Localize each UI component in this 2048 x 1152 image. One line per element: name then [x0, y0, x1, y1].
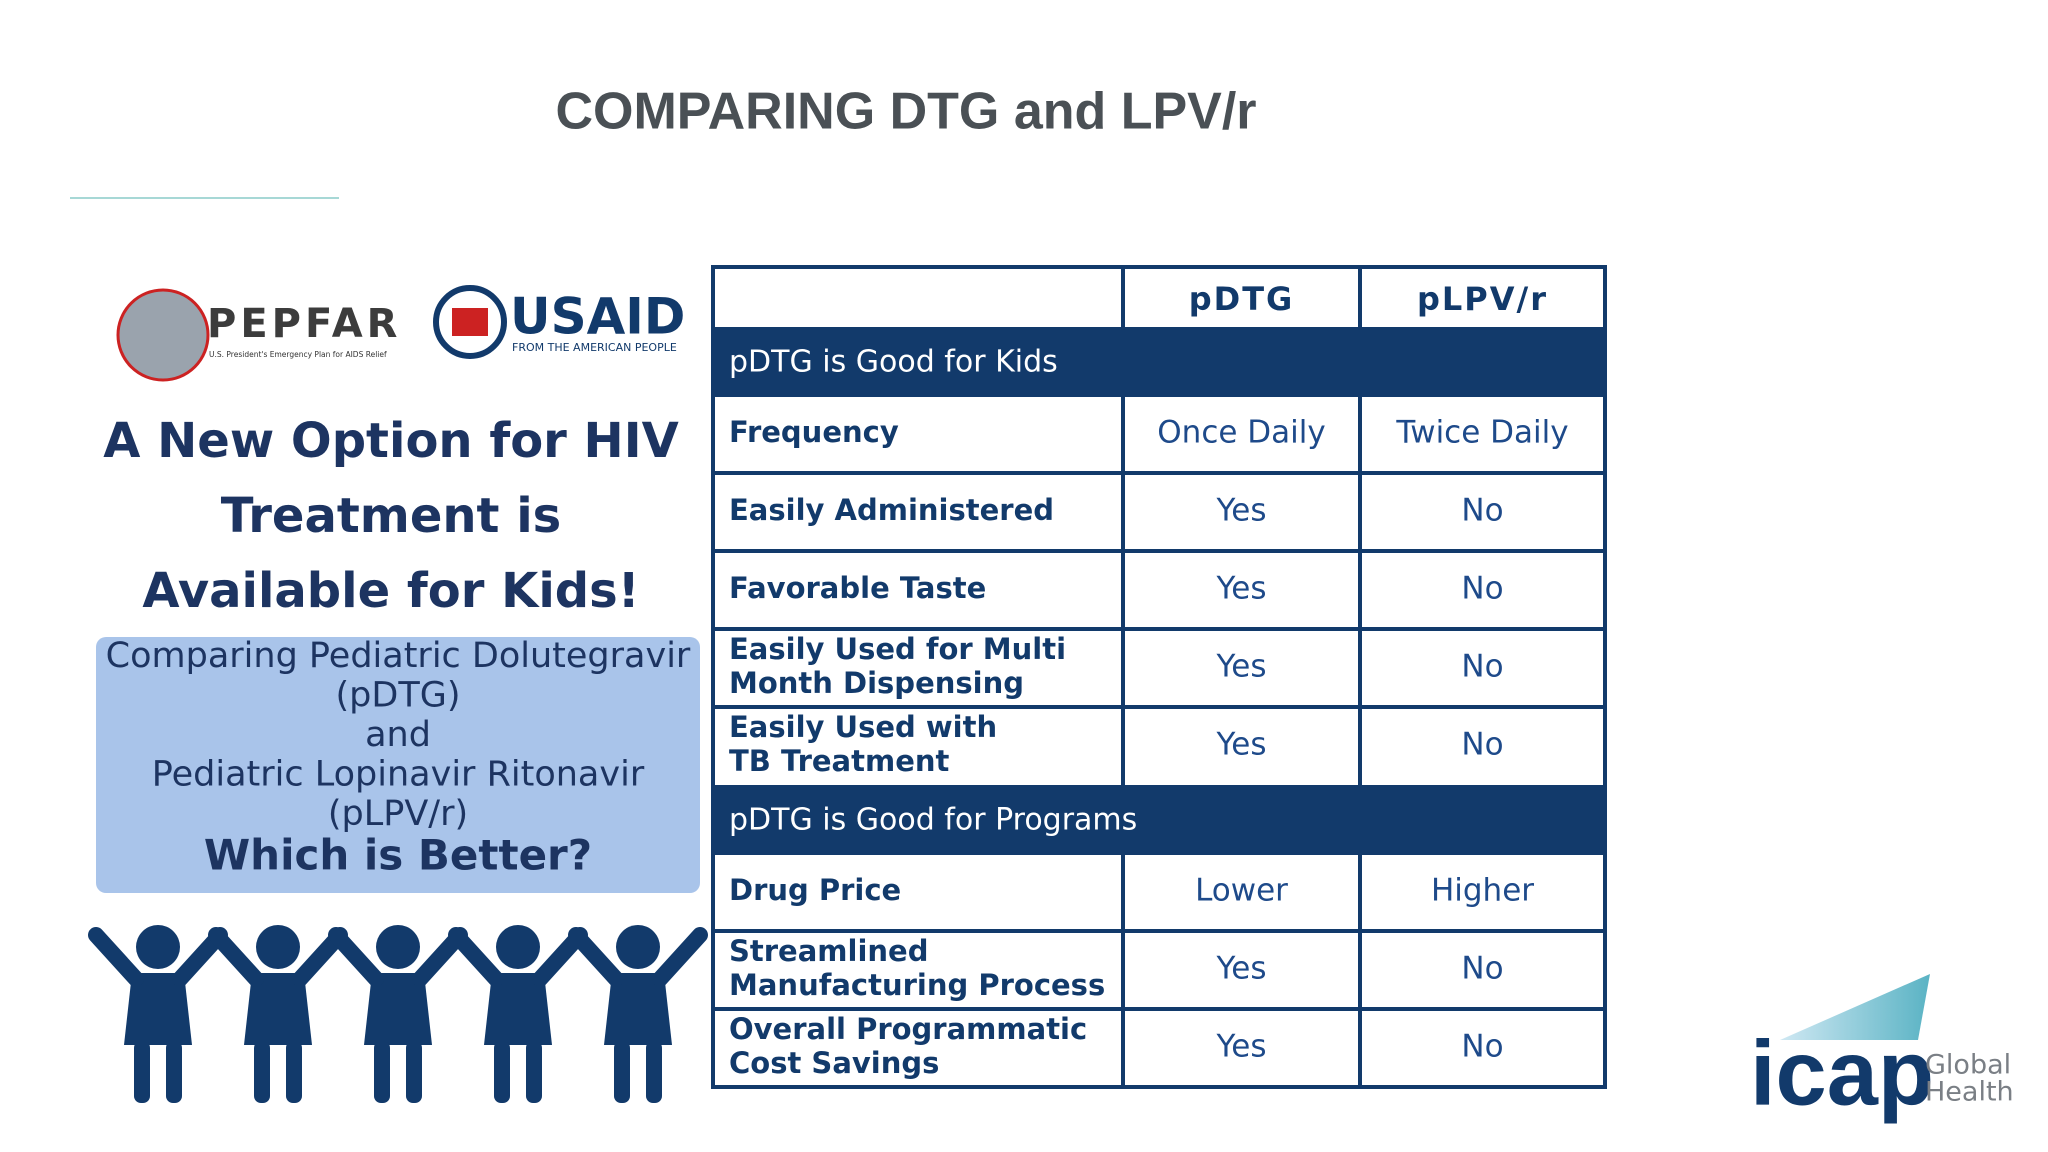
section-title: pDTG is Good for Kids: [729, 345, 1058, 380]
box-line: and: [365, 715, 431, 755]
cell-value: Yes: [1215, 649, 1266, 685]
cell-value: Lower: [1195, 873, 1288, 909]
kids-illustration: [96, 925, 700, 1103]
headline: A New Option for HIV Treatment is Availabl…: [103, 413, 678, 619]
row-label: Drug Price: [729, 873, 901, 907]
icap-logo: icap Global Health: [1750, 974, 2014, 1124]
pepfar-logo: PEPFAR U.S. President's Emergency Plan f…: [116, 288, 401, 382]
question-box: [96, 637, 700, 893]
table-row: [713, 395, 1605, 473]
section-title: pDTG is Good for Programs: [729, 803, 1137, 838]
cell-value: Twice Daily: [1395, 415, 1568, 451]
cell-value: Once Daily: [1157, 415, 1325, 451]
icap-wordmark: icap: [1750, 1022, 1934, 1124]
header-row: [713, 267, 1605, 327]
table-row: [713, 931, 1605, 1009]
row-label: Frequency: [729, 415, 899, 449]
column-header: pDTG: [1189, 280, 1295, 318]
pepfar-name: PEPFAR: [207, 301, 401, 347]
cell-value: Yes: [1215, 571, 1266, 607]
cell-value: Higher: [1431, 873, 1534, 909]
cell-value: No: [1461, 649, 1503, 685]
box-line: (pLPV/r): [328, 794, 468, 834]
table-row: [713, 1009, 1605, 1087]
table-row: [713, 853, 1605, 931]
section-row: [713, 327, 1605, 395]
row-label: Cost Savings: [729, 1046, 939, 1080]
usaid-seal-flag: [452, 308, 488, 336]
pepfar-subtitle: U.S. President's Emergency Plan for AIDS…: [209, 350, 387, 359]
cell-value: No: [1461, 951, 1503, 987]
row-label: TB Treatment: [729, 744, 950, 778]
globe-icon: [116, 288, 210, 382]
table-border: [711, 265, 1607, 1089]
usaid-subtitle: FROM THE AMERICAN PEOPLE: [512, 341, 677, 354]
row-label: Favorable Taste: [729, 571, 986, 605]
tagline: Global: [1925, 1050, 2011, 1081]
section-row: [713, 785, 1605, 853]
headline-line: Available for Kids!: [142, 563, 639, 619]
cell-value: Yes: [1215, 493, 1266, 529]
box-line: Pediatric Lopinavir Ritonavir: [152, 755, 645, 795]
cell-value: Yes: [1215, 727, 1266, 763]
tagline: Health: [1925, 1077, 2014, 1108]
row-label: Easily Used with: [729, 710, 997, 744]
question: Which is Better?: [204, 831, 592, 880]
cell-value: No: [1461, 571, 1503, 607]
question-box-text: Comparing Pediatric Dolutegravir(pDTG)an…: [106, 636, 691, 834]
headline-line: A New Option for HIV: [103, 413, 678, 469]
box-line: Comparing Pediatric Dolutegravir: [106, 636, 691, 676]
slide-title: COMPARING DTG and LPV/r: [555, 83, 1256, 141]
cell-value: Yes: [1215, 1029, 1266, 1065]
table-row: [713, 473, 1605, 551]
table-row: [713, 551, 1605, 629]
table-row: [713, 707, 1605, 785]
box-line: (pDTG): [336, 676, 461, 716]
row-label: Overall Programmatic: [729, 1012, 1087, 1046]
cell-value: Yes: [1215, 951, 1266, 987]
logo-triangle: [1780, 974, 1930, 1040]
cell-value: No: [1461, 727, 1503, 763]
row-label: Easily Administered: [729, 493, 1054, 527]
cell-value: No: [1461, 1029, 1503, 1065]
usaid-name: USAID: [510, 288, 685, 346]
row-label: Month Dispensing: [729, 666, 1024, 700]
row-label: Streamlined: [729, 934, 928, 968]
comparison-table: pDTG pLPV/r pDTG is Good for Kids Frequency…: [711, 265, 1607, 1089]
cell-value: No: [1461, 493, 1503, 529]
column-header: pLPV/r: [1417, 280, 1548, 318]
row-label: Manufacturing Process: [729, 968, 1105, 1002]
table-row: [713, 629, 1605, 707]
usaid-logo: USAID FROM THE AMERICAN PEOPLE: [433, 285, 685, 359]
headline-line: Treatment is: [221, 488, 561, 544]
row-label: Easily Used for Multi: [729, 632, 1066, 666]
